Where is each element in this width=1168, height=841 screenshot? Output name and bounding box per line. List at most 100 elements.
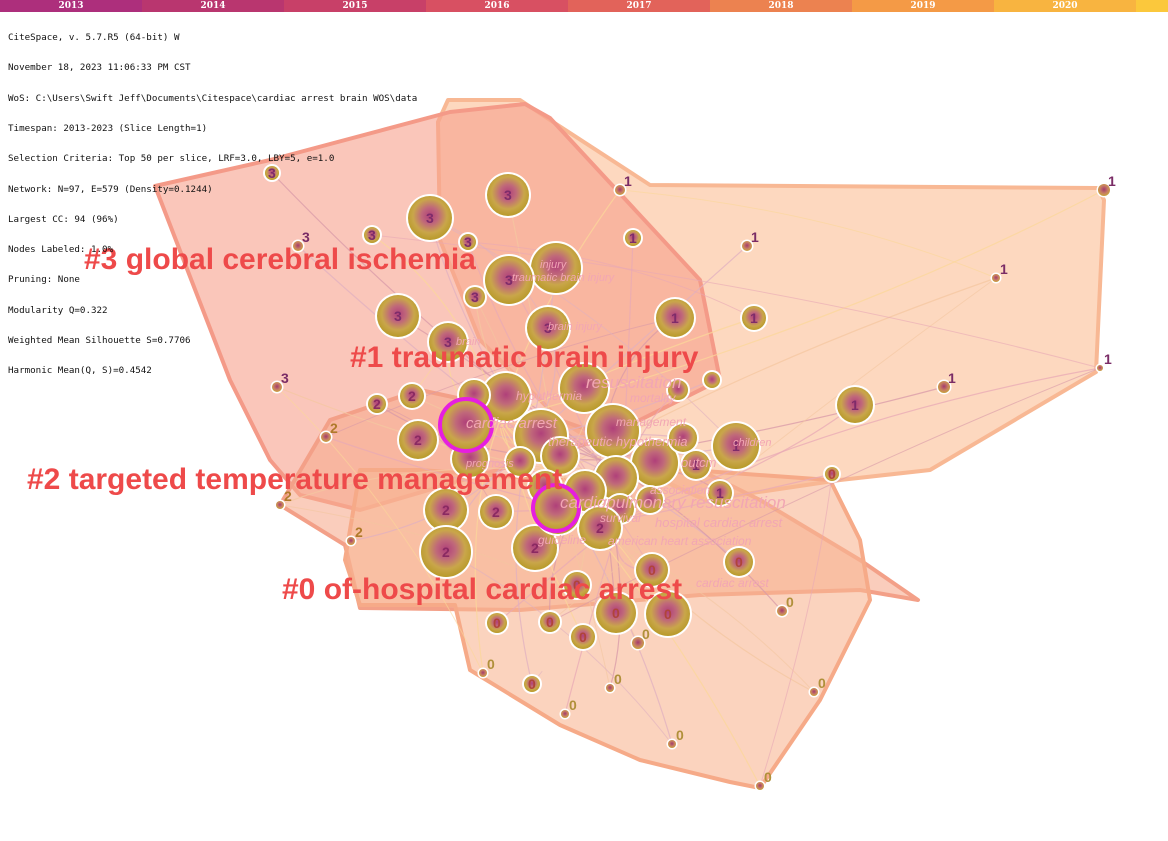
node-cluster-number: 2 <box>414 432 422 448</box>
network-node[interactable] <box>513 526 557 570</box>
network-node[interactable] <box>596 593 636 633</box>
network-node[interactable] <box>708 481 732 505</box>
keyword-label: cardiac arrest <box>466 415 558 432</box>
network-node[interactable] <box>646 592 690 636</box>
network-node[interactable] <box>837 387 873 423</box>
network-node[interactable] <box>485 256 533 304</box>
info-line: Largest CC: 94 (96%) <box>8 213 119 225</box>
node-cluster-number: 1 <box>692 457 700 473</box>
node-cluster-number: 0 <box>648 562 656 578</box>
network-node[interactable] <box>272 382 282 392</box>
node-cluster-number: 3 <box>544 320 552 336</box>
network-node[interactable] <box>579 507 621 549</box>
network-node[interactable] <box>668 740 676 748</box>
network-node[interactable] <box>542 438 578 474</box>
network-node[interactable] <box>587 405 639 457</box>
network-node[interactable] <box>637 487 663 513</box>
network-node[interactable] <box>632 637 644 649</box>
network-node[interactable] <box>408 196 452 240</box>
network-node[interactable] <box>540 612 560 632</box>
network-node[interactable] <box>321 432 331 442</box>
network-node[interactable] <box>421 527 471 577</box>
network-node[interactable] <box>810 688 818 696</box>
network-node[interactable] <box>560 364 608 412</box>
network-node[interactable] <box>527 307 569 349</box>
node-cluster-number: 2 <box>408 388 416 404</box>
node-cluster-number: 1 <box>629 230 637 246</box>
network-node[interactable] <box>482 373 530 421</box>
network-node[interactable] <box>293 241 303 251</box>
node-cluster-number: 3 <box>394 308 402 324</box>
network-node[interactable] <box>364 227 380 243</box>
network-node[interactable] <box>460 234 476 250</box>
network-node[interactable] <box>777 606 787 616</box>
node-cluster-number: 1 <box>750 310 758 326</box>
node-cluster-number: 0 <box>569 697 577 713</box>
network-node[interactable] <box>668 380 688 400</box>
network-edge <box>276 386 484 674</box>
keyword-label: survival <box>600 511 641 525</box>
cluster-labels: #3 global cerebral ischemia #1 traumatic … <box>27 243 699 606</box>
network-edge <box>619 367 1101 521</box>
network-node[interactable] <box>615 185 625 195</box>
network-node[interactable] <box>742 241 752 251</box>
keyword-label: hospital cardiac arrest <box>655 515 784 530</box>
network-node[interactable] <box>531 243 581 293</box>
network-node[interactable] <box>524 676 540 692</box>
network-node[interactable] <box>742 306 766 330</box>
network-node[interactable] <box>682 451 710 479</box>
network-node[interactable] <box>480 496 512 528</box>
network-node[interactable] <box>368 395 386 413</box>
network-node[interactable] <box>561 710 569 718</box>
info-line: Network: N=97, E=579 (Density=0.1244) <box>8 183 213 195</box>
network-node[interactable] <box>487 174 529 216</box>
node-cluster-number: 3 <box>504 187 512 203</box>
info-line: CiteSpace, v. 5.7.R5 (64-bit) W <box>8 32 180 44</box>
network-node[interactable] <box>632 440 678 486</box>
network-node[interactable] <box>704 372 720 388</box>
network-node[interactable] <box>1098 184 1110 196</box>
network-node[interactable] <box>377 295 419 337</box>
network-node[interactable] <box>429 323 467 361</box>
network-node[interactable] <box>487 613 507 633</box>
network-node[interactable] <box>669 424 697 452</box>
info-line: Modularity Q=0.322 <box>8 304 108 316</box>
network-node[interactable] <box>506 448 534 476</box>
node-cluster-number: 3 <box>268 165 276 181</box>
keyword-label: guideline <box>538 533 586 547</box>
network-node[interactable] <box>400 384 424 408</box>
network-node[interactable] <box>425 489 467 531</box>
network-node[interactable] <box>1097 365 1103 371</box>
timeline-year: 2020 <box>994 0 1136 12</box>
network-node[interactable] <box>992 274 1000 282</box>
network-node[interactable] <box>713 423 759 469</box>
network-node[interactable] <box>479 669 487 677</box>
network-node[interactable] <box>265 166 279 180</box>
node-cluster-number: 0 <box>828 466 836 482</box>
node-cluster-number: 0 <box>664 606 672 622</box>
network-node[interactable] <box>656 299 694 337</box>
network-node[interactable] <box>465 287 485 307</box>
node-cluster-number: 3 <box>281 370 289 386</box>
network-node[interactable] <box>571 625 595 649</box>
network-node[interactable] <box>938 381 950 393</box>
network-node[interactable] <box>756 782 764 790</box>
network-node[interactable] <box>564 572 590 598</box>
timeline-bar: 2013 2014 2015 2016 2017 2018 2019 2020 <box>0 0 1168 12</box>
network-node[interactable] <box>625 230 641 246</box>
keyword-label: resuscitation <box>586 373 681 392</box>
network-node[interactable] <box>347 537 355 545</box>
high-centrality-node[interactable] <box>531 483 581 533</box>
network-node[interactable] <box>606 684 614 692</box>
node-cluster-number: 1 <box>751 229 759 245</box>
network-node[interactable] <box>636 554 668 586</box>
keyword-label: american heart association <box>608 534 752 548</box>
network-node[interactable] <box>276 501 284 509</box>
network-node[interactable] <box>825 467 839 481</box>
network-node[interactable] <box>399 421 437 459</box>
info-line: Weighted Mean Silhouette S=0.7706 <box>8 335 191 346</box>
high-centrality-node[interactable] <box>438 397 494 453</box>
network-node[interactable] <box>725 548 753 576</box>
